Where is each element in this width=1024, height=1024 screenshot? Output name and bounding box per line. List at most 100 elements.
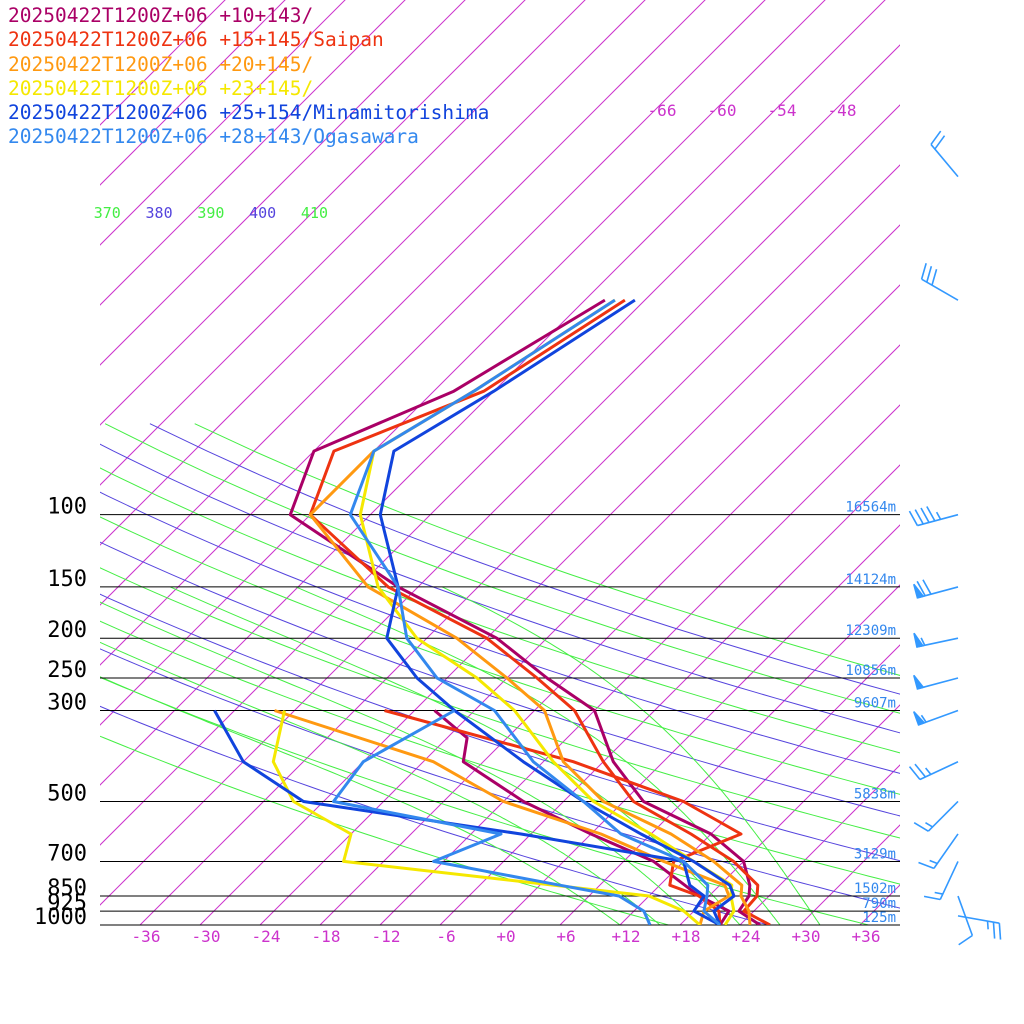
isotherm-line	[679, 704, 900, 925]
pressure-label: 150	[47, 567, 87, 592]
wind-barb	[918, 833, 959, 870]
dry-adiabat-line	[100, 467, 900, 754]
legend: 20250422T1200Z+06 +10+143/ 20250422T1200…	[8, 4, 489, 150]
pressure-label: 700	[47, 841, 87, 866]
x-tick-label: -24	[252, 927, 281, 946]
x-tick-label: +12	[612, 927, 641, 946]
wind-barb-half-feather	[929, 859, 938, 865]
isotherm-line	[100, 0, 526, 426]
temperature-trace-4	[358, 298, 736, 925]
theta-label: 380	[146, 204, 173, 222]
isotherm-line	[100, 0, 886, 786]
dry-adiabat-line	[100, 620, 900, 885]
wind-barb-half-feather	[920, 714, 927, 723]
pressure-label: 1000	[34, 905, 87, 930]
legend-entry-5: 20250422T1200Z+06 +25+154/Minamitorishim…	[8, 101, 490, 125]
theta-label: 410	[301, 204, 328, 222]
dry-adiabat-line	[100, 541, 900, 817]
wind-barb	[913, 632, 959, 648]
wind-barb-half-feather	[920, 637, 926, 646]
wind-barb	[913, 800, 959, 832]
wind-barb-half-feather	[935, 511, 942, 520]
temperature-trace-3	[308, 298, 752, 925]
dry-adiabat-line	[100, 491, 900, 774]
wind-barb-shaft	[918, 709, 959, 726]
pressure-label: 925	[47, 891, 87, 916]
dry-adiabat-line	[104, 423, 900, 714]
x-tick-label: +30	[792, 927, 821, 946]
temperature-trace-2	[308, 298, 771, 925]
dry-adiabat-line	[149, 423, 900, 695]
height-label: 3129m	[854, 846, 896, 862]
theta-label: 390	[197, 204, 224, 222]
temperature-trace-6	[348, 298, 721, 925]
grid-lines	[100, 0, 900, 925]
dry-adiabat-line	[100, 676, 869, 925]
height-label: 14124m	[845, 572, 896, 588]
wind-barb-shaft	[917, 586, 959, 599]
isotherm-label: -54	[768, 101, 797, 120]
height-label: 790m	[862, 896, 896, 912]
height-label: 10856m	[845, 663, 896, 679]
x-tick-label: +18	[672, 927, 701, 946]
isotherm-line	[100, 0, 286, 186]
isotherm-line	[100, 0, 706, 606]
wind-barb	[913, 674, 959, 690]
pressure-label: 300	[47, 690, 87, 715]
pressure-label: 250	[47, 658, 87, 683]
isotherm-line	[739, 764, 900, 925]
wind-barb-flag	[913, 674, 925, 690]
x-tick-label: +36	[852, 927, 881, 946]
temperature-trace-1	[288, 298, 761, 925]
isotherm-line	[139, 164, 900, 925]
dry-adiabat-line	[100, 648, 900, 909]
dry-adiabat-line	[100, 567, 900, 839]
isotherm-line	[379, 404, 900, 925]
height-label: 5838m	[854, 786, 896, 802]
isotherm-line	[100, 44, 900, 846]
wind-barb-half-feather	[925, 822, 933, 828]
wind-barb-feather	[908, 510, 919, 526]
legend-entry-3: 20250422T1200Z+06 +20+145/	[8, 52, 314, 76]
pressure-label: 200	[47, 618, 87, 643]
isotherm-label: -66	[648, 101, 677, 120]
dry-adiabat-line	[100, 593, 900, 862]
wind-barb-shaft	[933, 833, 959, 869]
legend-entry-1: 20250422T1200Z+06 +10+143/	[8, 4, 314, 27]
wind-barb-shaft	[957, 895, 974, 936]
wind-barb	[908, 760, 959, 781]
wind-barb-feather	[923, 895, 941, 901]
wind-barb	[957, 895, 974, 946]
wind-barb-flag	[913, 583, 925, 599]
legend-entry-6: 20250422T1200Z+06 +28+143/Ogasawara	[8, 125, 419, 149]
moist-adiabat-line	[100, 641, 661, 925]
wind-barb	[912, 709, 959, 726]
wind-barb-shaft	[917, 677, 959, 690]
isotherm-label: -60	[708, 101, 737, 120]
wind-barb-feather	[922, 579, 932, 595]
temperature-trace-5	[378, 298, 736, 925]
wind-barb-feather	[992, 922, 996, 939]
wind-barb-flag	[912, 711, 926, 726]
wind-barb-flag	[913, 632, 925, 648]
isotherm-line	[100, 0, 466, 366]
theta-label: 370	[94, 204, 121, 222]
isotherm-line	[100, 0, 586, 486]
isotherm-line	[439, 464, 900, 925]
wind-barb-feather	[913, 822, 929, 832]
wind-barb-shaft	[939, 861, 959, 900]
height-label: 12309m	[845, 623, 896, 639]
x-tick-label: -36	[132, 927, 161, 946]
isotherm-line	[319, 344, 900, 925]
dewpoint-trace-1	[433, 709, 731, 925]
wind-barbs	[908, 130, 1002, 946]
isotherm-line	[499, 524, 900, 925]
dewpoint-trace-3	[274, 709, 731, 925]
height-label: 9607m	[854, 695, 896, 711]
wind-barb	[930, 130, 959, 178]
isobars	[100, 514, 900, 926]
wind-barb-feather	[920, 507, 930, 523]
isotherm-label: -48	[828, 101, 857, 120]
wind-barb	[923, 861, 959, 901]
